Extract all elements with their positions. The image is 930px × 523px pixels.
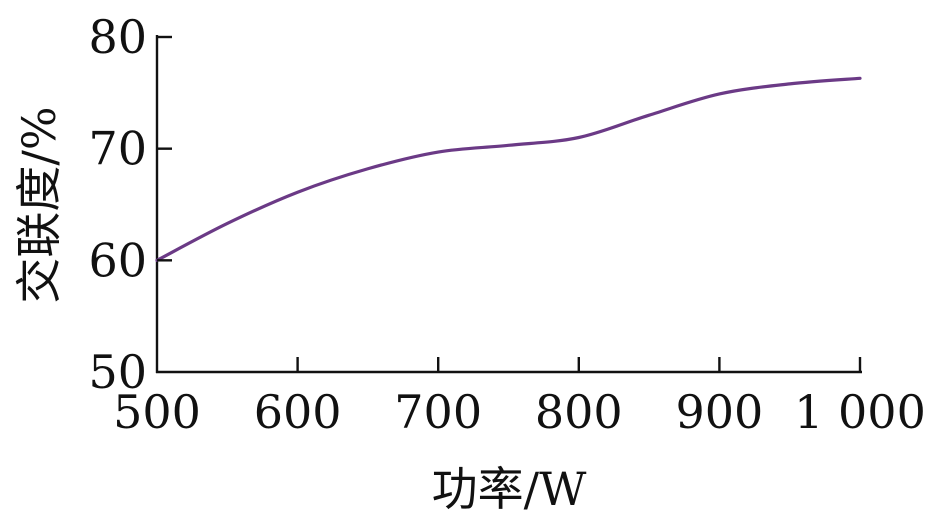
series-line xyxy=(155,76,862,262)
x-tick-label: 600 xyxy=(254,385,342,439)
x-tick-label: 800 xyxy=(535,385,623,439)
x-axis-ticks: 500 600 700 800 900 1 000 xyxy=(113,357,926,439)
y-axis-title: 交联度/% xyxy=(12,106,66,303)
y-tick-label: 60 xyxy=(88,233,147,287)
series-layer xyxy=(155,76,862,262)
y-tick-label: 80 xyxy=(88,10,147,64)
y-tick-label: 70 xyxy=(88,122,147,176)
x-axis-title: 功率/W xyxy=(432,462,587,516)
x-tick-label: 500 xyxy=(113,385,201,439)
x-tick-label: 700 xyxy=(394,385,482,439)
axes xyxy=(155,35,862,374)
y-tick-label: 50 xyxy=(88,345,147,399)
x-tick-label: 900 xyxy=(675,385,763,439)
x-tick-label: 1 000 xyxy=(794,385,926,439)
y-axis-ticks: 50 60 70 80 xyxy=(88,10,172,399)
